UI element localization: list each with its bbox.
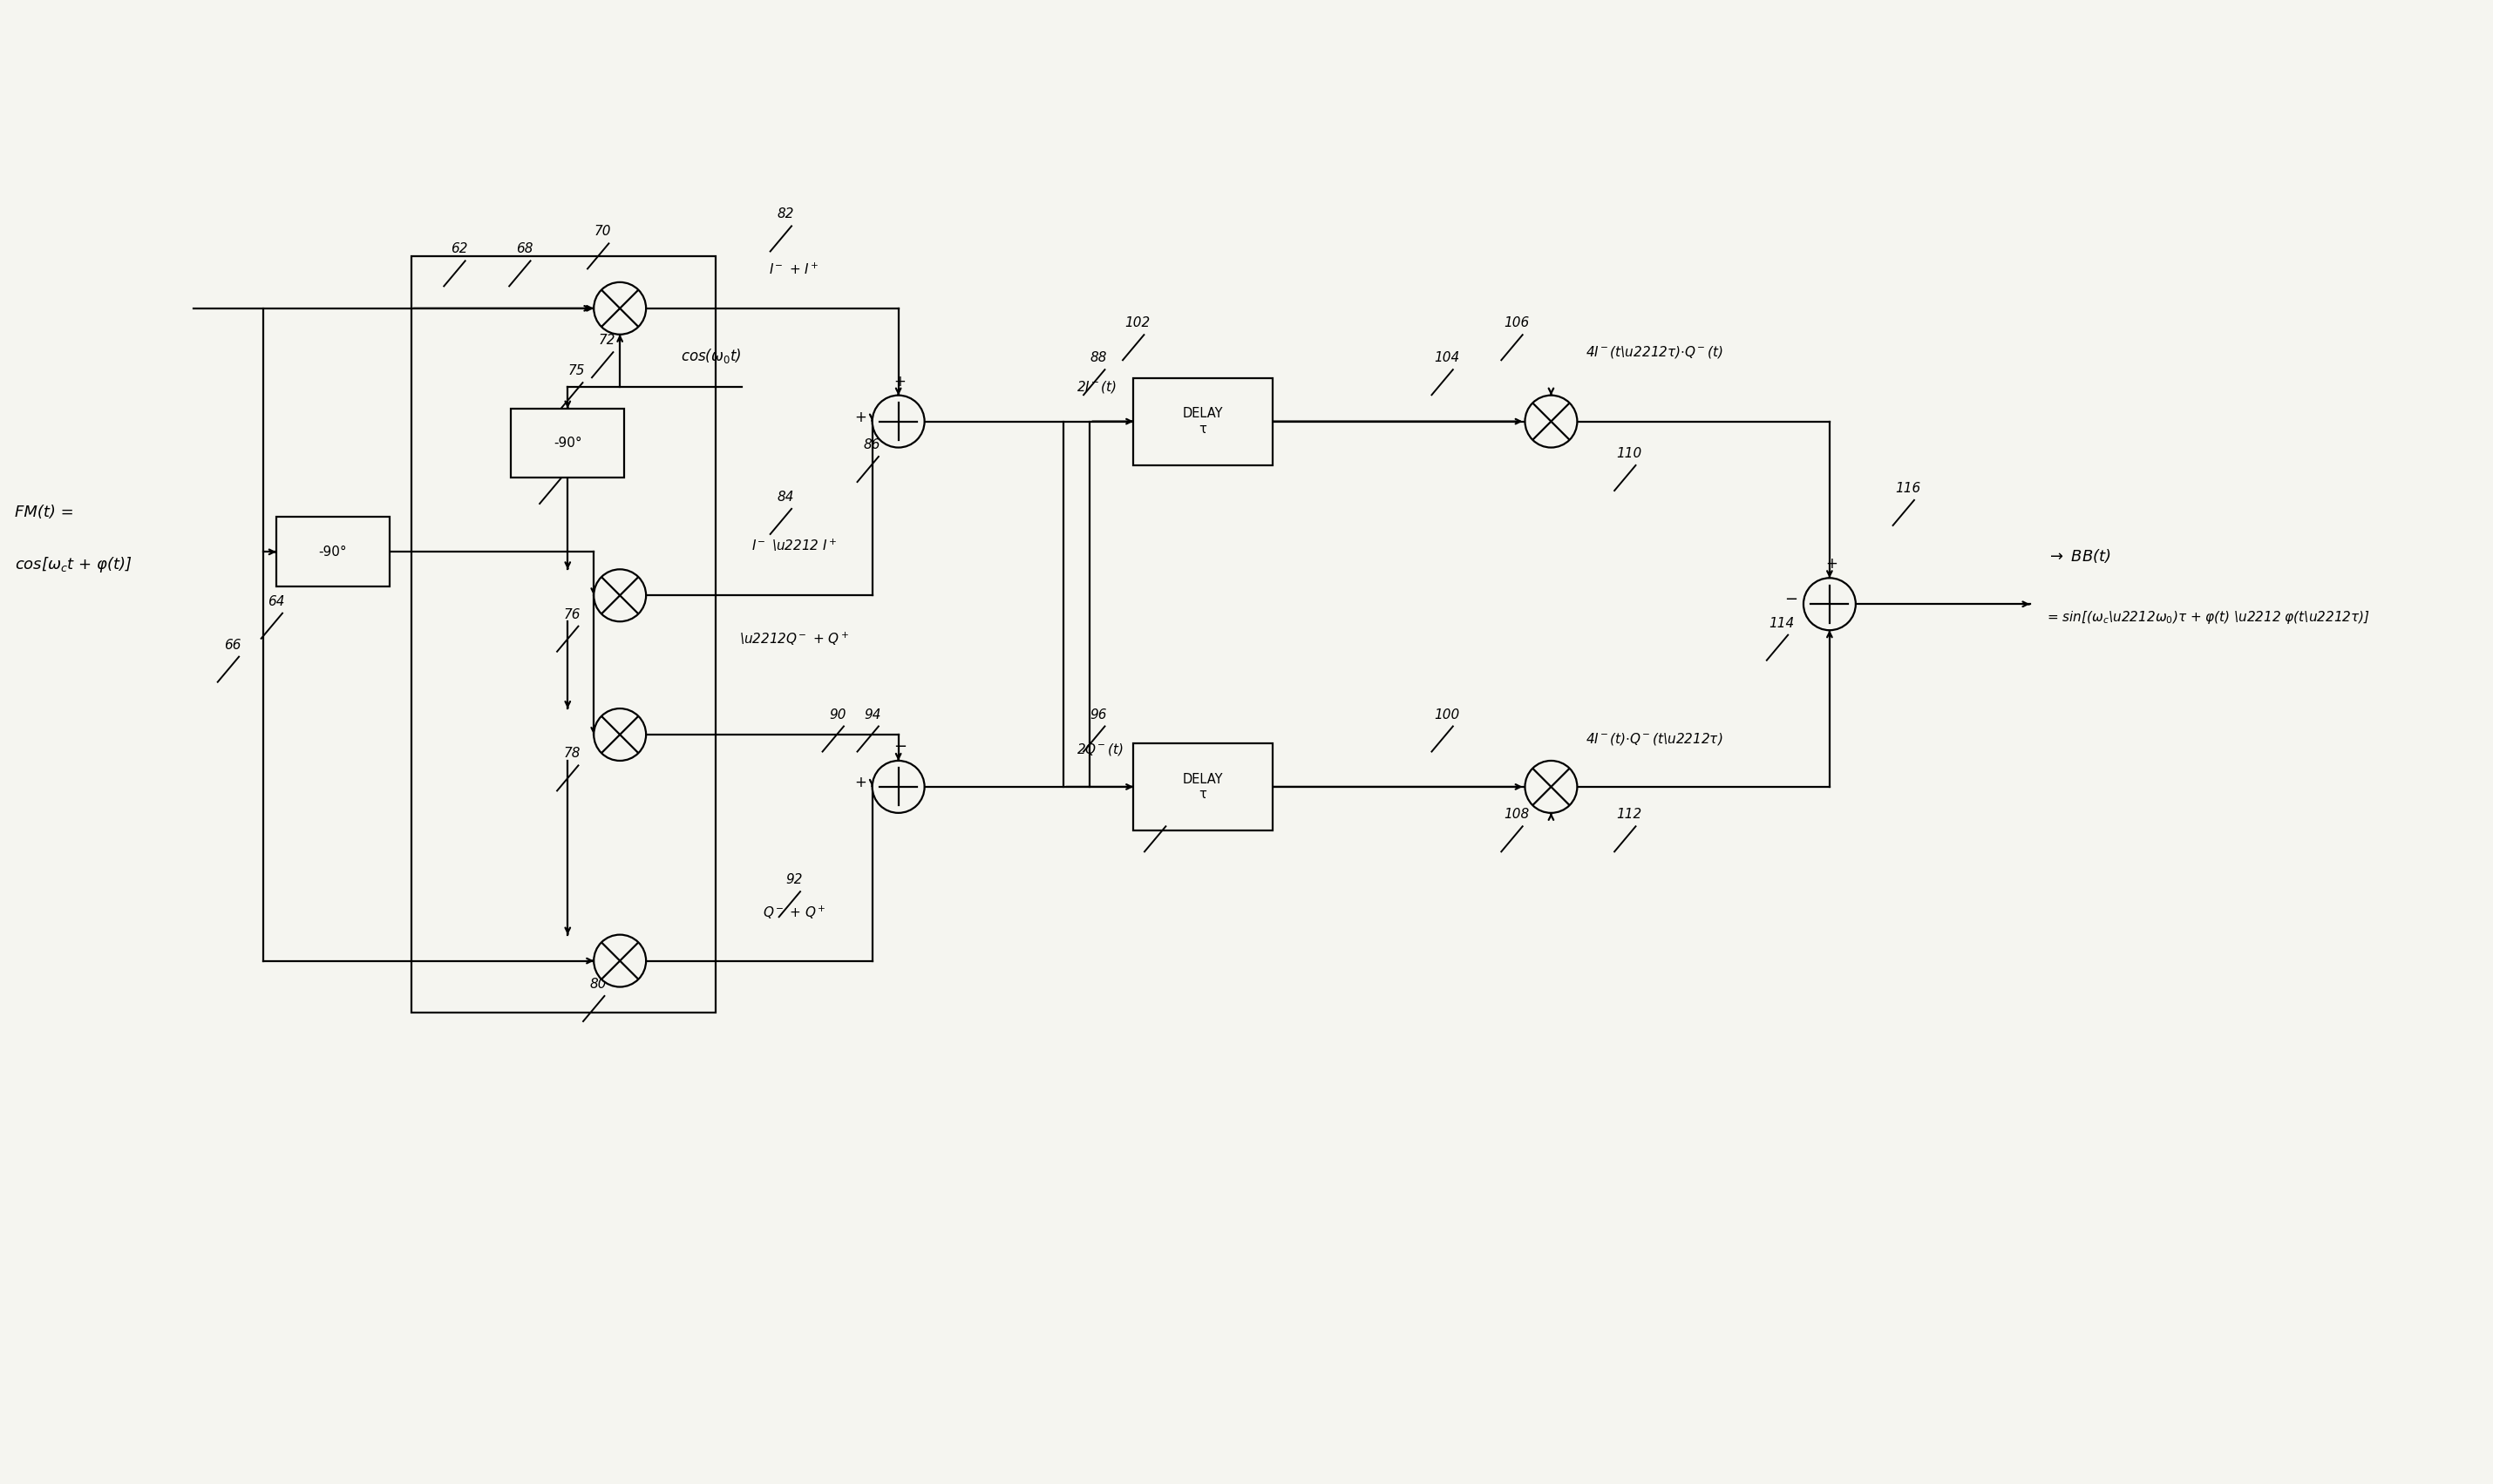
Text: 86: 86	[863, 438, 880, 451]
Circle shape	[873, 395, 925, 448]
Bar	[511, 408, 623, 478]
Text: 106: 106	[1503, 316, 1528, 329]
Text: −: −	[1785, 592, 1797, 607]
Text: 76: 76	[563, 608, 581, 622]
Text: = sin[($\omega_c$\u2212$\omega_0$)$\tau$ + $\varphi$(t) \u2212 $\varphi$(t\u2212: = sin[($\omega_c$\u2212$\omega_0$)$\tau$…	[2047, 608, 2371, 625]
Text: +: +	[855, 410, 865, 424]
Text: 4I$^-$(t)$\cdot$Q$^-$(t\u2212$\tau$): 4I$^-$(t)$\cdot$Q$^-$(t\u2212$\tau$)	[1586, 732, 1723, 746]
Text: 82: 82	[778, 208, 793, 221]
Text: \u2212Q$^-$ + Q$^+$: \u2212Q$^-$ + Q$^+$	[738, 631, 848, 647]
Text: 114: 114	[1770, 617, 1795, 629]
Text: $\rightarrow$ BB(t): $\rightarrow$ BB(t)	[2047, 548, 2112, 565]
Text: 72: 72	[598, 334, 616, 347]
Text: 98: 98	[1152, 809, 1169, 821]
Text: 78: 78	[563, 748, 581, 760]
Text: 102: 102	[1124, 316, 1149, 329]
Circle shape	[593, 935, 646, 987]
Text: 108: 108	[1503, 809, 1528, 821]
Text: +: +	[1825, 556, 1837, 571]
Circle shape	[593, 282, 646, 334]
Text: +: +	[855, 775, 865, 791]
Circle shape	[593, 570, 646, 622]
Circle shape	[593, 708, 646, 761]
Text: 2I$^-$(t): 2I$^-$(t)	[1077, 378, 1117, 395]
Text: 96: 96	[1089, 708, 1107, 721]
Text: 66: 66	[224, 638, 242, 651]
Text: I$^-$ \u2212 I$^+$: I$^-$ \u2212 I$^+$	[750, 537, 838, 554]
Text: I$^-$ + I$^+$: I$^-$ + I$^+$	[768, 261, 818, 276]
Circle shape	[1526, 395, 1578, 448]
Text: 110: 110	[1615, 447, 1643, 460]
Text: 116: 116	[1895, 482, 1920, 496]
Bar	[277, 516, 389, 586]
Text: 80: 80	[591, 978, 606, 991]
Circle shape	[873, 761, 925, 813]
Text: -90°: -90°	[553, 436, 581, 450]
Text: 92: 92	[785, 874, 803, 886]
Text: 74: 74	[546, 460, 563, 473]
Text: 88: 88	[1089, 352, 1107, 365]
Text: Q$^-$ + Q$^+$: Q$^-$ + Q$^+$	[763, 905, 825, 922]
Text: 75: 75	[568, 365, 586, 377]
Text: cos($\omega_0$t): cos($\omega_0$t)	[681, 347, 740, 365]
Bar	[1134, 378, 1271, 464]
Bar	[411, 257, 715, 1014]
Text: DELAY
τ: DELAY τ	[1182, 407, 1224, 435]
Text: 84: 84	[778, 491, 793, 503]
Text: 70: 70	[593, 226, 611, 239]
Text: 64: 64	[267, 595, 284, 608]
Text: 62: 62	[451, 242, 466, 255]
Bar	[1134, 743, 1271, 831]
Text: +: +	[895, 374, 905, 389]
Text: 2Q$^-$(t): 2Q$^-$(t)	[1077, 742, 1124, 757]
Text: -90°: -90°	[319, 546, 347, 558]
Text: −: −	[892, 739, 907, 755]
Text: 112: 112	[1615, 809, 1643, 821]
Text: 100: 100	[1433, 708, 1458, 721]
Circle shape	[1802, 577, 1855, 631]
Text: FM(t) =: FM(t) =	[15, 505, 75, 521]
Circle shape	[1526, 761, 1578, 813]
Text: 104: 104	[1433, 352, 1458, 365]
Text: cos[$\omega_c$t + $\varphi$(t)]: cos[$\omega_c$t + $\varphi$(t)]	[15, 555, 132, 574]
Text: 68: 68	[516, 242, 534, 255]
Text: DELAY
τ: DELAY τ	[1182, 773, 1224, 801]
Text: 94: 94	[863, 708, 880, 721]
Text: 90: 90	[830, 708, 845, 721]
Text: 4I$^-$(t\u2212$\tau$)$\cdot$Q$^-$(t): 4I$^-$(t\u2212$\tau$)$\cdot$Q$^-$(t)	[1586, 344, 1723, 359]
